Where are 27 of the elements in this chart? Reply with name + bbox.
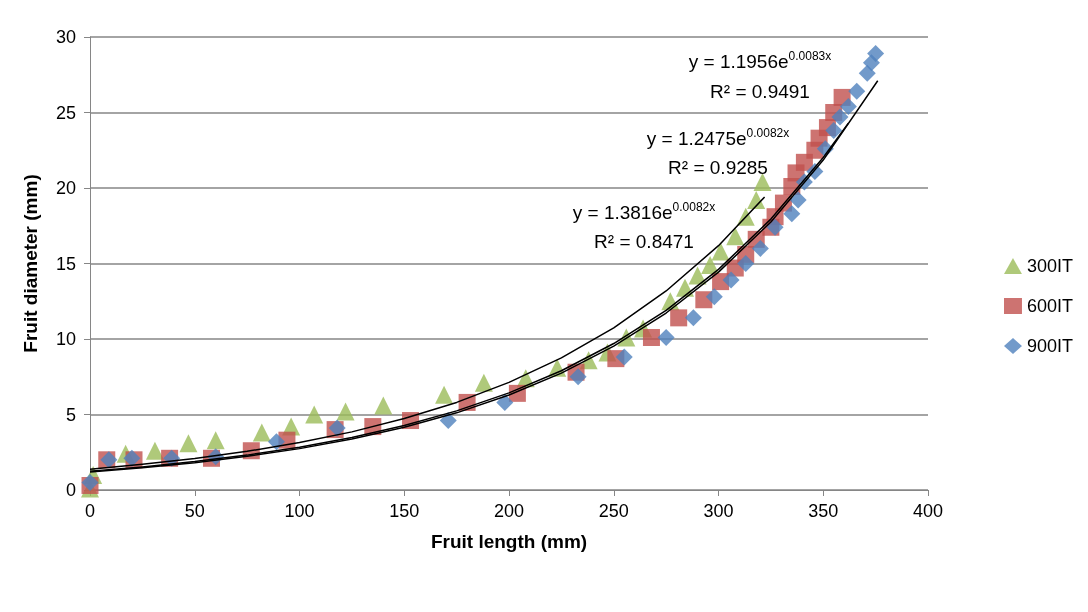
- x-tick-label: 150: [389, 501, 420, 521]
- legend-label: 900IT: [1026, 336, 1073, 356]
- y-tick-label: 25: [55, 102, 76, 123]
- legend-label: 300IT: [1026, 256, 1073, 276]
- x-tick-label: 400: [912, 501, 944, 521]
- x-tick-label: 250: [598, 501, 629, 521]
- x-tick-label: 300: [703, 501, 734, 521]
- annotation: y = 1.3816e$^{0.0082x}$: [572, 200, 716, 224]
- annotation: y = 1.1956e$^{0.0083x}$: [688, 49, 832, 73]
- annotation: R² = 0.8471: [594, 231, 694, 253]
- y-tick-label: 20: [55, 178, 76, 198]
- x-tick-label: 350: [808, 501, 839, 521]
- y-tick-label: 15: [55, 253, 76, 274]
- y-axis-title: Fruit diameter (mm): [20, 174, 41, 353]
- x-tick-label: 100: [284, 501, 315, 521]
- x-axis-title: Fruit length (mm): [430, 531, 588, 552]
- y-tick-label: 30: [55, 27, 76, 47]
- annotation: y = 1.2475e$^{0.0082x}$: [646, 126, 790, 150]
- y-tick-label: 0: [65, 480, 76, 500]
- legend-label: 600IT: [1026, 296, 1073, 316]
- y-tick-label: 5: [65, 404, 76, 425]
- x-tick-label: 50: [184, 501, 205, 521]
- x-tick-label: 0: [84, 501, 96, 521]
- y-tick-label: 10: [55, 329, 76, 349]
- annotation: R² = 0.9285: [668, 157, 768, 179]
- annotation: R² = 0.9491: [710, 81, 810, 103]
- x-tick-label: 200: [493, 501, 525, 521]
